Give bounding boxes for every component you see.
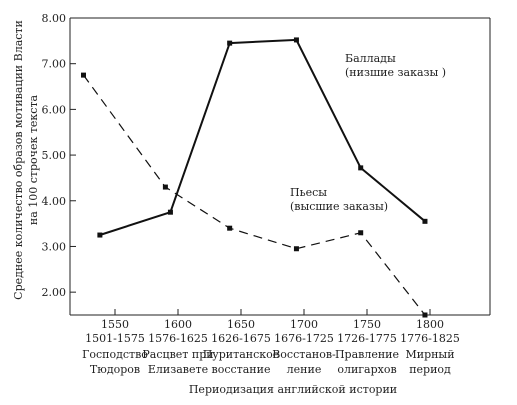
x-tick-period: 1626-1675 <box>211 332 271 345</box>
series-line-0 <box>99 38 426 236</box>
x-tick-period-name: период <box>409 363 451 376</box>
y-axis-ticks: 2.00 3.00 4.00 5.00 6.00 7.00 8.00 <box>42 12 76 299</box>
series-point-0 <box>227 40 233 46</box>
series-point-1 <box>81 72 86 78</box>
series-point-0 <box>293 37 299 43</box>
x-tick-period: 1726-1775 <box>337 332 397 345</box>
x-tick-period-name: Восстанов- <box>272 348 336 361</box>
series-annotations: Баллады(низшие заказы ) Пьесы(высшие зака… <box>290 52 446 213</box>
x-tick-period-name: Правление <box>335 348 399 361</box>
y-tick-label: 6.00 <box>42 103 67 116</box>
y-tick-label: 7.00 <box>42 58 67 71</box>
x-axis-title: Периодизация английской истории <box>189 383 397 396</box>
x-tick-period-name: Пуританское <box>203 348 280 361</box>
x-tick-period: 1776-1825 <box>400 332 460 345</box>
x-tick-year: 1650 <box>227 318 255 331</box>
y-tick-label: 3.00 <box>42 240 67 253</box>
x-tick-year: 1800 <box>416 318 444 331</box>
series-label-1: Пьесы <box>290 186 327 199</box>
x-tick-year: 1550 <box>101 318 129 331</box>
series-layer <box>81 37 428 318</box>
x-tick-period: 1576-1625 <box>148 332 208 345</box>
x-tick-period: 1676-1725 <box>274 332 334 345</box>
x-tick-period-name: олигархов <box>337 363 396 376</box>
series-label-1: (высшие заказы) <box>290 200 388 213</box>
x-tick-period-name: Тюдоров <box>90 363 140 376</box>
x-tick-period-name: Господство <box>82 348 148 361</box>
y-tick-label: 8.00 <box>42 12 67 25</box>
series-point-1 <box>227 225 233 231</box>
x-tick-period-name: Расцвет при <box>142 348 213 361</box>
series-line-1 <box>83 74 426 316</box>
axes <box>69 17 491 316</box>
y-axis-title-line2: на 100 строчек текста <box>27 94 40 225</box>
x-tick-period-name: ление <box>287 363 322 376</box>
y-axis-title-line1: Среднее количество образов мотивации Вла… <box>12 20 25 300</box>
series-label-0: (низшие заказы ) <box>345 66 446 79</box>
x-tick-year: 1700 <box>290 318 318 331</box>
x-tick-period-name: восстание <box>212 363 271 376</box>
x-tick-period: 1501-1575 <box>85 332 145 345</box>
x-tick-year: 1600 <box>164 318 192 331</box>
series-point-0 <box>358 165 364 171</box>
series-point-1 <box>422 312 428 318</box>
y-tick-label: 5.00 <box>42 149 67 162</box>
series-point-1 <box>293 246 299 252</box>
series-point-1 <box>358 230 364 236</box>
x-tick-period-name: Елизавете <box>148 363 208 376</box>
x-tick-year: 1750 <box>353 318 381 331</box>
series-label-0: Баллады <box>345 52 396 65</box>
y-tick-label: 2.00 <box>42 286 67 299</box>
series-point-0 <box>97 232 103 238</box>
series-point-1 <box>162 184 168 190</box>
y-tick-label: 4.00 <box>42 195 67 208</box>
series-point-0 <box>167 209 173 215</box>
x-tick-period-name: Мирный <box>405 348 454 361</box>
series-point-0 <box>422 218 428 224</box>
